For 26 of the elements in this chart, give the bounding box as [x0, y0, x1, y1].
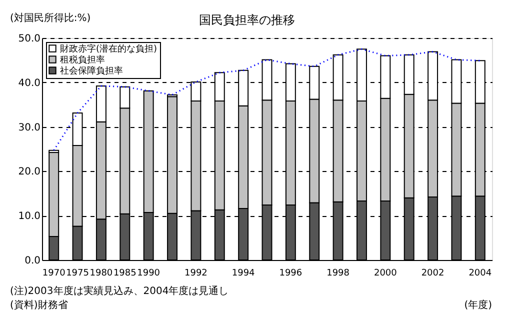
legend-label: 財政赤字(潜在的な負担): [60, 44, 158, 54]
x-axis-title: (年度): [464, 299, 492, 311]
y-tick-label: 10.0: [18, 211, 40, 222]
y-tick-label: 0.0: [24, 256, 40, 266]
x-tick-label: 2000: [374, 268, 398, 278]
x-tick-label: 2004: [468, 268, 492, 278]
x-tick-label: 1992: [184, 268, 208, 278]
y-axis-title: (対国民所得比:%): [10, 12, 91, 24]
y-tick-label: 30.0: [18, 122, 40, 134]
x-tick-label: 1994: [232, 268, 256, 278]
x-tick-label: 1985: [113, 268, 136, 278]
x-tick-label: 1975: [66, 268, 89, 278]
x-tick-label: 1996: [279, 268, 302, 278]
x-tick-label: 1998: [326, 268, 350, 278]
text: (注)2003年度は実績見込み、2004年度は見通し: [10, 285, 229, 297]
y-tick-label: 40.0: [18, 78, 40, 89]
legend-label: 租税負担率: [60, 54, 105, 66]
y-tick-label: 20.0: [18, 166, 40, 178]
legend-label: 社会保障負担率: [60, 66, 123, 76]
x-tick-label: 1980: [90, 268, 113, 278]
x-tick-label: 2002: [421, 268, 444, 278]
chart-title: 国民負担率の推移: [199, 13, 295, 27]
text: (資料)財務省: [10, 299, 68, 311]
x-tick-label: 1970: [42, 268, 66, 278]
x-tick-label: 1990: [137, 268, 160, 278]
y-tick-label: 50.0: [18, 34, 40, 44]
